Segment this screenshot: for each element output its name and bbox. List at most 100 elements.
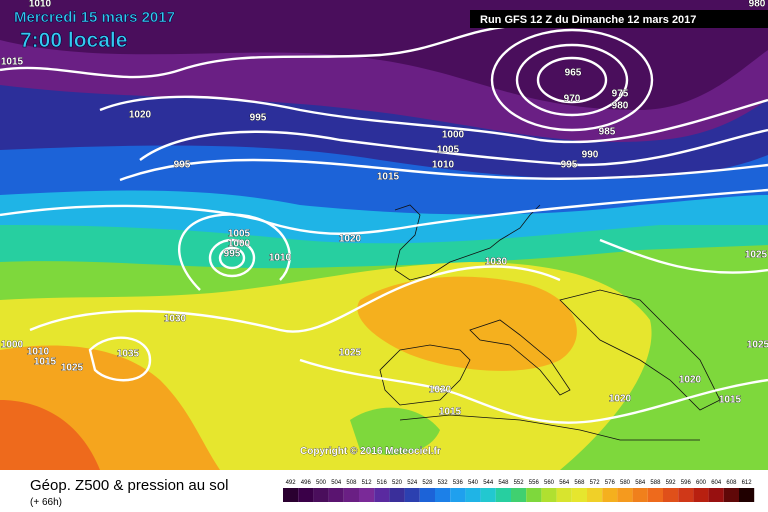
colorbar: 492 496 500 504 508 512 516 520 524 528 532 536 540 5… [283,480,755,502]
footer-lead: (+ 66h) [30,497,62,508]
colorbar-swatch [450,488,466,502]
isobar-label: 985 [599,127,616,138]
colorbar-swatch [465,488,481,502]
isobar-label: 1015 [377,172,400,183]
copyright: Copyright © 2016 Meteociel.fr [300,446,441,457]
colorbar-swatch [343,488,359,502]
colorbar-swatch [556,488,572,502]
isobar-label: 1025 [747,340,768,351]
colorbar-label: 540 [468,480,479,486]
isobar-label: 990 [582,150,599,161]
colorbar-label: 496 [301,480,312,486]
colorbar-swatch [602,488,618,502]
colorbar-swatch [298,488,314,502]
isobar-label: 1005 [228,229,251,240]
colorbar-swatch [328,488,344,502]
isobar-label: 1035 [117,349,140,360]
isobar-label: 1020 [679,375,702,386]
isobar-label: 1030 [485,257,508,268]
isobar-label: 1025 [61,363,84,374]
colorbar-label: 560 [544,480,555,486]
colorbar-label: 588 [650,480,661,486]
header: Mercredi 15 mars 2017 7:00 locale Run GF… [14,9,768,457]
colorbar-swatch [359,488,375,502]
colorbar-swatch [480,488,496,502]
colorbar-label: 604 [711,480,722,486]
time: 7:00 locale [20,29,127,52]
colorbar-swatch [313,488,329,502]
isobar-label: 995 [174,160,191,171]
colorbar-label: 556 [529,480,540,486]
colorbar-swatch [647,488,663,502]
colorbar-label: 544 [483,480,494,486]
isobar-label: 1010 [29,0,52,10]
colorbar-label: 584 [635,480,646,486]
colorbar-swatch [739,488,755,502]
coastlines [379,204,721,441]
colorbar-label: 492 [286,480,297,486]
footer-title: Géop. Z500 & pression au sol [30,477,228,494]
colorbar-label: 500 [316,480,327,486]
colorbar-label: 516 [377,480,388,486]
colorbar-label: 532 [438,480,449,486]
isobar-label: 995 [250,113,267,124]
colorbar-label: 508 [346,480,357,486]
colorbar-swatch [511,488,527,502]
colorbar-swatch [526,488,542,502]
isobar-label: 1025 [339,348,362,359]
isobar-label: 1020 [339,234,362,245]
isobar-label: 1020 [129,110,152,121]
isobar-label: 1010 [432,160,455,171]
isobar-label: 1010 [27,347,50,358]
colorbar-swatch [723,488,739,502]
isobar-label: 1025 [745,250,768,261]
isobar-label: 1015 [34,357,57,368]
isobar-label: 1015 [719,395,742,406]
colorbar-label: 592 [666,480,677,486]
colorbar-swatch [708,488,724,502]
isobar-label: 965 [565,68,582,79]
isobar-label: 980 [612,101,629,112]
colorbar-swatch [419,488,435,502]
colorbar-swatch [571,488,587,502]
isobar-label: 1000 [228,239,251,250]
isobar-label: 1005 [437,145,460,156]
colorbar-label: 568 [574,480,585,486]
colorbar-label: 608 [726,480,737,486]
colorbar-label: 528 [422,480,433,486]
colorbar-label: 552 [514,480,525,486]
isobar-label: 995 [224,249,241,260]
colorbar-swatch [389,488,405,502]
isobar-label: 1020 [429,385,452,396]
colorbar-label: 572 [590,480,601,486]
isobars [0,23,768,424]
date: Mercredi 15 mars 2017 [14,9,175,26]
colorbar-swatch [693,488,709,502]
colorbar-label: 576 [605,480,616,486]
colorbar-swatch [678,488,694,502]
colorbar-swatch [404,488,420,502]
colorbar-label: 520 [392,480,403,486]
colorbar-swatch [617,488,633,502]
colorbar-label: 548 [498,480,509,486]
colorbar-swatch [283,488,299,502]
isobar-label: 970 [564,94,581,105]
colorbar-swatch [587,488,603,502]
map-background [0,0,768,470]
isobar-label: 1015 [1,57,24,68]
colorbar-label: 596 [681,480,692,486]
colorbar-swatch [495,488,511,502]
isobar-label: 1000 [442,130,465,141]
isobar-label: 1015 [439,407,462,418]
run-box [470,10,768,28]
colorbar-label: 536 [453,480,464,486]
isobar-label: 995 [561,160,578,171]
colorbar-label: 524 [407,480,418,486]
colorbar-swatch [663,488,679,502]
colorbar-swatch [435,488,451,502]
isobar-label: 1020 [609,394,632,405]
colorbar-swatch [541,488,557,502]
colorbar-label: 612 [742,480,753,486]
